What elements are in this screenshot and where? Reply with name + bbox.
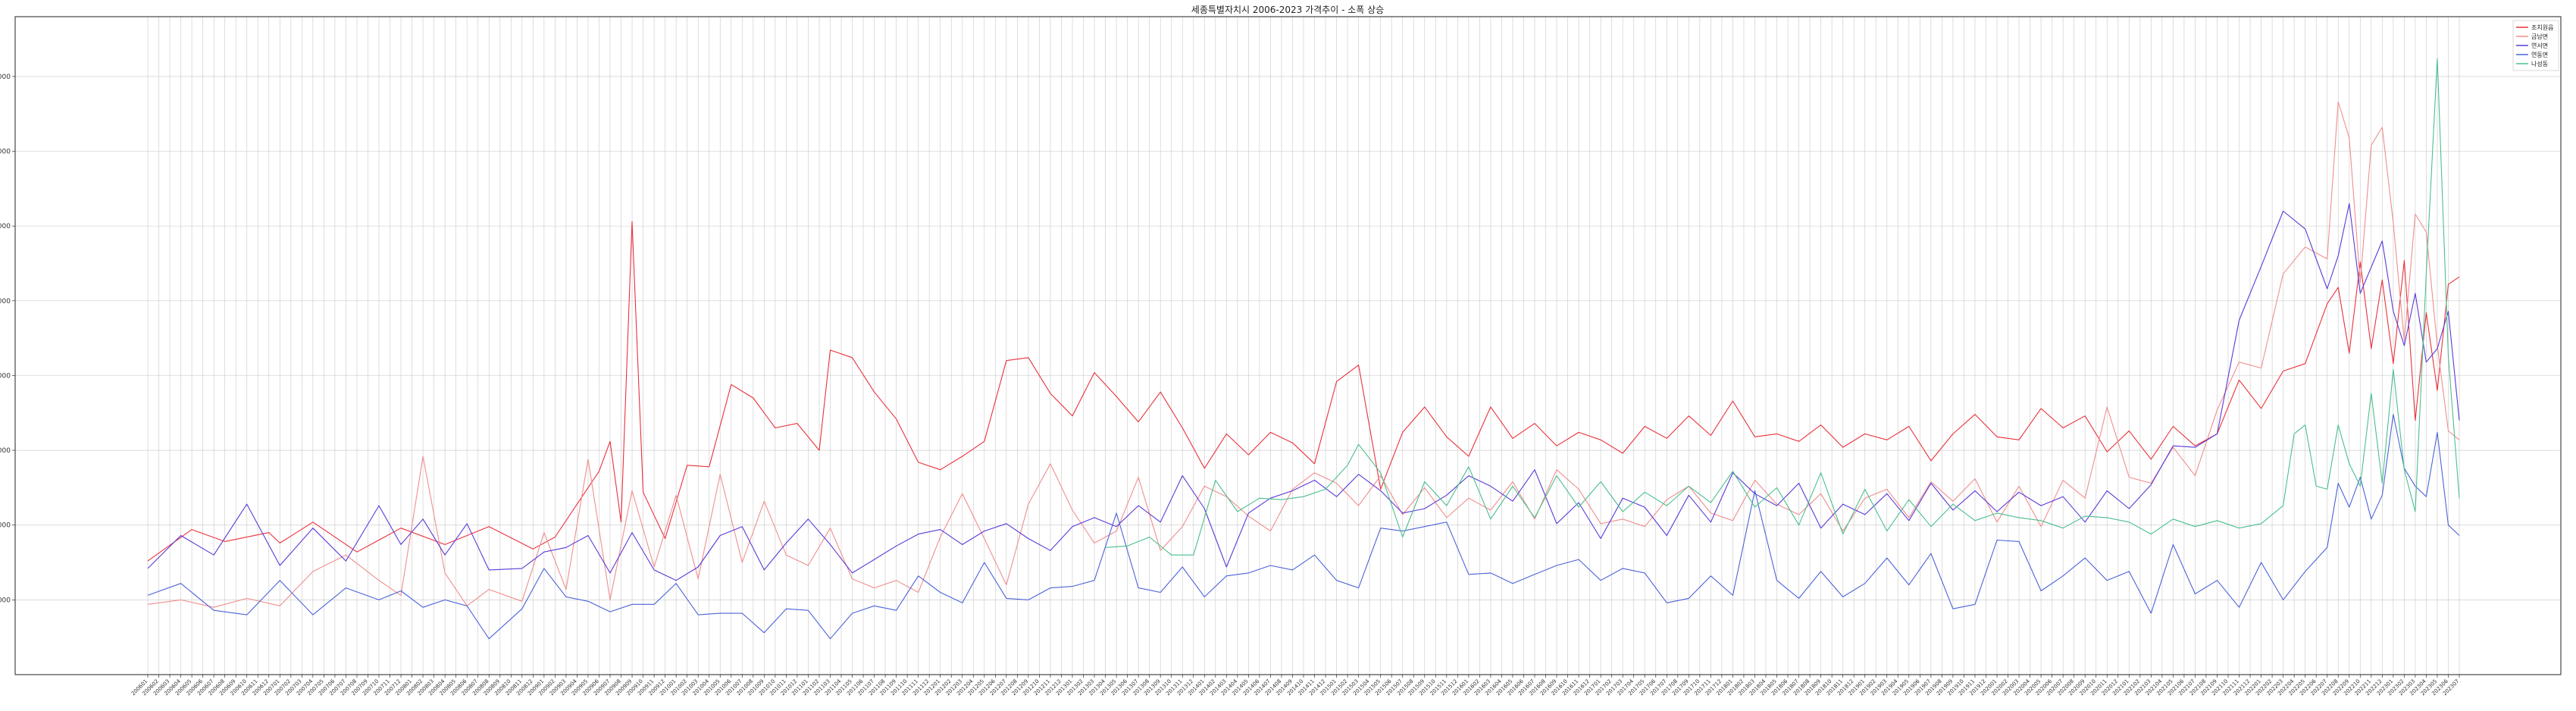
y-tick-label: 30000	[0, 223, 11, 230]
series-line-1	[147, 221, 2460, 562]
legend-label: 조치원읍	[2531, 24, 2553, 31]
series-line-4	[147, 414, 2460, 640]
series-line-3	[147, 203, 2460, 581]
chart-title: 세종특별자치시 2006-2023 가격추이 - 소폭 상승	[1191, 5, 1384, 15]
series-lines	[147, 58, 2460, 640]
legend-label: 나성동	[2531, 61, 2548, 67]
grid	[15, 17, 2561, 675]
plot-frame	[14, 16, 2562, 675]
y-tick-label: 10000	[0, 522, 11, 530]
legend-label: 연서면	[2531, 42, 2548, 49]
legend-label: 연동면	[2531, 51, 2548, 58]
y-axis-ticks: 5000 10000 15000 20000 25000 30000 35000 40000	[0, 74, 15, 604]
y-tick-label: 5000	[0, 597, 11, 604]
y-tick-label: 40000	[0, 74, 11, 81]
series-line-2	[147, 101, 2460, 608]
legend-label: 금남면	[2531, 33, 2548, 40]
y-tick-label: 20000	[0, 372, 11, 380]
y-tick-label: 35000	[0, 149, 11, 156]
y-tick-label: 15000	[0, 447, 11, 455]
series-line-5	[1105, 58, 2460, 556]
y-tick-label: 25000	[0, 298, 11, 305]
